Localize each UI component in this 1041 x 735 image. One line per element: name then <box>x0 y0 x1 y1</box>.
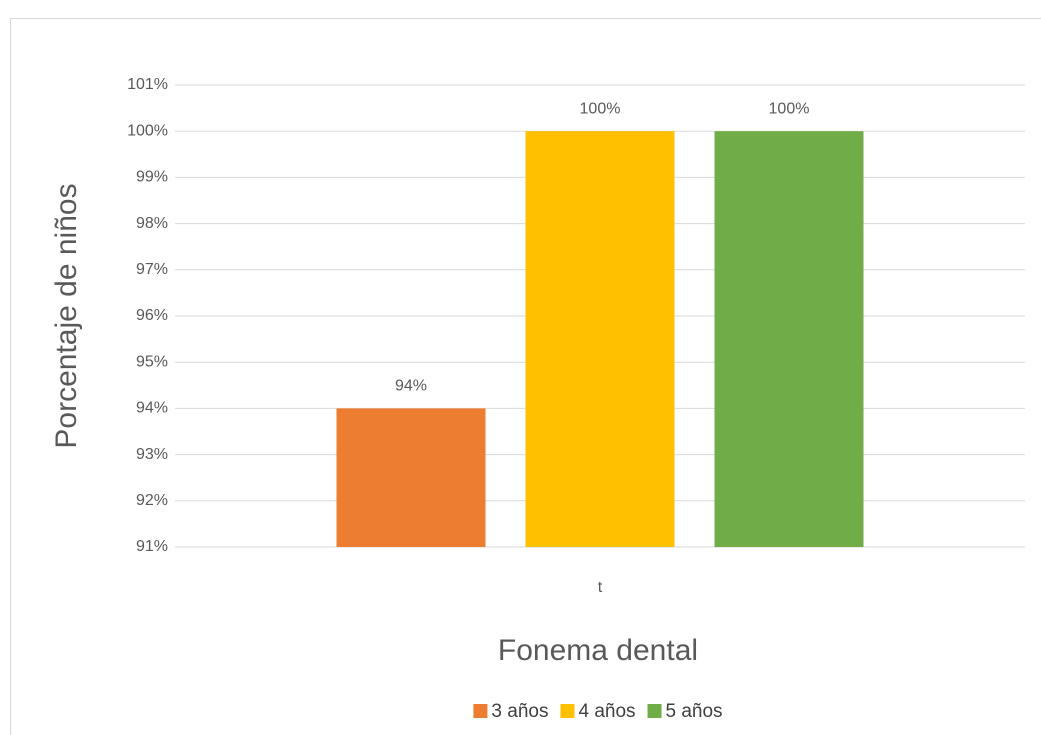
y-tick-label: 101% <box>127 76 168 93</box>
bar <box>714 131 864 547</box>
legend-label: 3 años <box>491 701 548 722</box>
data-label: 100% <box>580 100 621 117</box>
data-label: 94% <box>395 378 427 395</box>
y-tick-label: 91% <box>136 538 168 555</box>
bar <box>525 131 675 547</box>
legend-swatch <box>560 704 575 718</box>
legend-label: 5 años <box>666 701 723 722</box>
legend-label: 4 años <box>578 701 635 722</box>
y-tick-label: 92% <box>136 492 168 509</box>
y-tick-label: 95% <box>136 353 168 370</box>
y-tick-label: 97% <box>136 261 168 278</box>
legend-swatch <box>473 704 488 718</box>
y-tick-label: 93% <box>136 446 168 463</box>
data-label: 100% <box>769 100 810 117</box>
x-tick-label: t <box>598 579 603 596</box>
y-tick-label: 98% <box>136 215 168 232</box>
legend-swatch <box>647 704 662 718</box>
bar <box>336 408 486 547</box>
y-axis-title: Porcentaje de niños <box>50 183 83 448</box>
y-tick-label: 100% <box>127 122 168 139</box>
y-tick-label: 96% <box>136 307 168 324</box>
y-tick-label: 94% <box>136 400 168 417</box>
x-axis-title: Fonema dental <box>498 634 698 667</box>
y-tick-label: 99% <box>136 169 168 186</box>
